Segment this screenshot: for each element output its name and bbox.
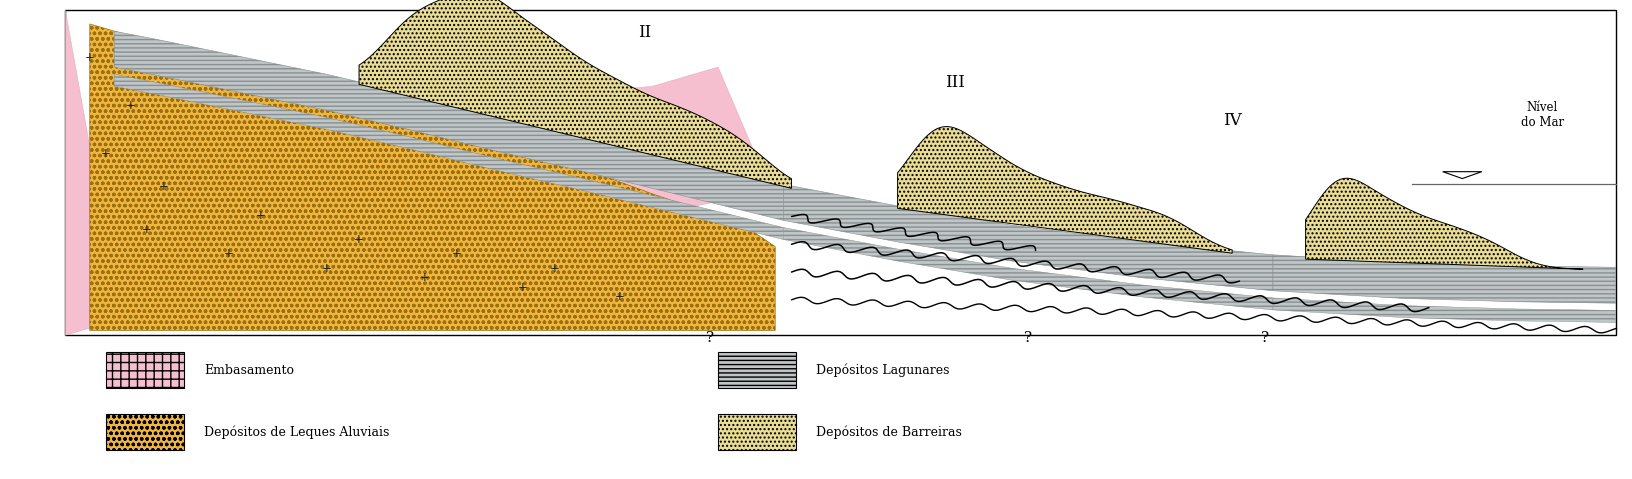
Polygon shape (114, 74, 783, 240)
Polygon shape (1443, 171, 1482, 179)
Text: +: + (224, 247, 233, 261)
Polygon shape (90, 24, 775, 331)
Text: IV: IV (1222, 113, 1242, 129)
Polygon shape (1306, 178, 1583, 269)
Bar (106, 352, 184, 388)
Text: +: + (419, 271, 429, 285)
Text: Nível
do Mar: Nível do Mar (1521, 102, 1563, 129)
Polygon shape (898, 126, 1232, 253)
Text: +: + (256, 209, 266, 222)
Text: II: II (638, 24, 651, 41)
Polygon shape (359, 0, 792, 188)
Text: III: III (945, 74, 965, 91)
Text: ?: ? (1262, 331, 1268, 345)
Polygon shape (783, 184, 1273, 291)
Text: +: + (550, 262, 560, 275)
Text: +: + (126, 99, 135, 112)
Polygon shape (65, 10, 767, 335)
Text: ?: ? (707, 331, 713, 345)
Text: +: + (354, 233, 364, 246)
Text: Depósitos de Leques Aluviais: Depósitos de Leques Aluviais (204, 425, 390, 439)
Text: +: + (452, 247, 462, 261)
Text: +: + (158, 180, 168, 194)
Polygon shape (1273, 255, 1616, 303)
Text: +: + (142, 223, 152, 237)
Text: Depósitos de Barreiras: Depósitos de Barreiras (816, 425, 961, 439)
Text: +: + (101, 147, 111, 160)
Bar (106, 414, 184, 450)
Bar (718, 414, 796, 450)
Text: +: + (322, 262, 331, 275)
Bar (65, 10, 1616, 335)
Polygon shape (114, 31, 783, 220)
Text: +: + (615, 290, 625, 304)
Polygon shape (1273, 298, 1616, 322)
Text: Depósitos Lagunares: Depósitos Lagunares (816, 363, 950, 377)
Text: ?: ? (1025, 331, 1031, 345)
Text: Embasamento: Embasamento (204, 364, 294, 376)
Text: +: + (85, 51, 95, 64)
Bar (718, 352, 796, 388)
Polygon shape (783, 228, 1273, 310)
Text: +: + (517, 281, 527, 294)
